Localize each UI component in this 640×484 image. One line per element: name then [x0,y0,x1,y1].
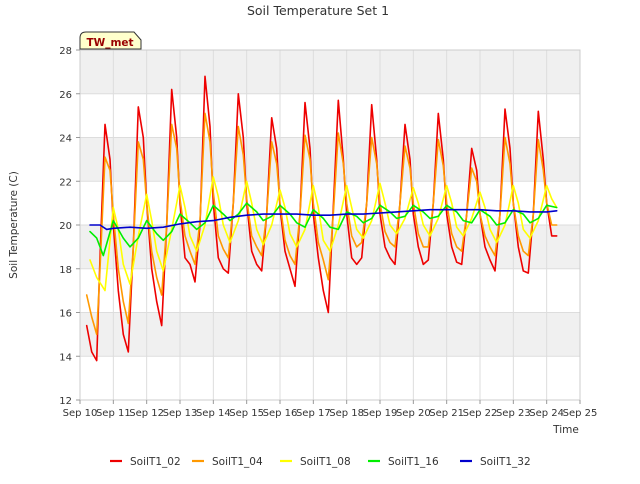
x-tick-label: Sep 15 [229,408,264,419]
x-tick-label: Sep 24 [529,408,564,419]
x-axis-label: Time [552,424,579,436]
x-tick-label: Sep 12 [129,408,164,419]
y-tick-label: 12 [59,396,72,407]
plot-band [80,50,580,94]
x-tick-label: Sep 20 [396,408,431,419]
legend-item: SoilT1_16 [368,456,439,468]
x-tick-label: Sep 13 [163,408,198,419]
x-tick-label: Sep 14 [196,408,231,419]
y-tick-label: 28 [59,46,72,57]
plot-band [80,137,580,182]
chart-title: Soil Temperature Set 1 [247,3,389,18]
legend-item: SoilT1_32 [460,456,531,468]
x-tick-label: Sep 18 [329,408,364,419]
x-tick-label: Sep 25 [563,408,598,419]
station-badge-label: TW_met [86,37,133,49]
x-tick-label: Sep 11 [96,408,131,419]
y-axis-label: Soil Temperature (C) [8,171,20,279]
legend-item: SoilT1_02 [110,456,181,468]
y-tick-label: 18 [59,265,72,276]
x-tick-label: Sep 10 [63,408,98,419]
x-tick-label: Sep 19 [363,408,398,419]
x-tick-label: Sep 17 [296,408,331,419]
y-tick-label: 14 [59,352,72,363]
y-tick-label: 24 [59,134,72,145]
legend-label: SoilT1_02 [130,456,181,468]
legend-item: SoilT1_04 [192,456,263,468]
legend-label: SoilT1_04 [212,456,263,468]
legend-label: SoilT1_08 [300,456,351,468]
legend-label: SoilT1_32 [480,456,531,468]
x-tick-label: Sep 21 [429,408,464,419]
plot-band [80,312,580,357]
y-tick-label: 20 [59,221,72,232]
x-tick-label: Sep 22 [463,408,498,419]
series-line-soilt1-16 [89,202,558,257]
legend-item: SoilT1_08 [280,456,351,468]
series-line-soilt1-08 [89,176,558,292]
legend-label: SoilT1_16 [388,456,439,468]
y-tick-label: 16 [59,309,72,320]
x-tick-label: Sep 23 [496,408,531,419]
y-tick-label: 26 [59,90,72,101]
x-tick-label: Sep 16 [263,408,298,419]
station-badge-shape [79,31,142,50]
series-line-soilt1-32 [89,208,558,231]
y-tick-label: 22 [59,177,72,188]
